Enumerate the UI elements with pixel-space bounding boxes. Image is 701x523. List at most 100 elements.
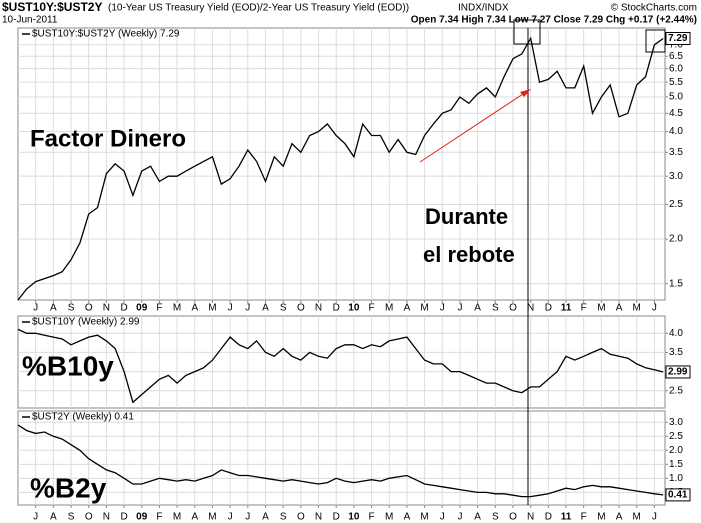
x-tick-label: J bbox=[228, 303, 233, 314]
x-tick-label: M bbox=[173, 303, 181, 314]
x-tick-label: O bbox=[297, 512, 305, 523]
x-tick-label: 09 bbox=[136, 303, 148, 314]
x-tick-label: J bbox=[457, 512, 462, 523]
y-tick-label: 6.5 bbox=[669, 51, 683, 62]
date: 10-Jun-2011 bbox=[2, 15, 58, 26]
x-tick-label: F bbox=[581, 303, 587, 314]
x-tick-label: A bbox=[474, 512, 481, 523]
x-tick-label: M bbox=[633, 303, 641, 314]
x-tick-label: 11 bbox=[561, 303, 572, 314]
annotation: Durante bbox=[425, 204, 508, 229]
x-tick-label: S bbox=[492, 512, 499, 523]
data-line bbox=[17, 36, 664, 301]
y-tick-label: 4.0 bbox=[669, 328, 683, 339]
y-tick-label: 5.5 bbox=[669, 77, 683, 88]
x-tick-label: A bbox=[50, 512, 57, 523]
x-tick-label: M bbox=[597, 303, 605, 314]
y-tick-label: 2.0 bbox=[669, 445, 683, 456]
annotation: Factor Dinero bbox=[30, 125, 186, 152]
symbol: $UST10Y:$UST2Y bbox=[2, 0, 102, 14]
highlight-box bbox=[513, 19, 541, 45]
x-tick-label: O bbox=[85, 512, 93, 523]
panel-frame bbox=[17, 315, 666, 409]
x-tick-label: N bbox=[103, 512, 110, 523]
legend-label: $UST2Y (Weekly) 0.41 bbox=[32, 412, 134, 423]
x-tick-label: A bbox=[474, 303, 481, 314]
last-value-box bbox=[665, 488, 691, 502]
x-tick-label: J bbox=[33, 512, 38, 523]
x-tick-label: M bbox=[597, 512, 605, 523]
x-tick-label: A bbox=[191, 303, 198, 314]
x-tick-label: M bbox=[385, 303, 393, 314]
y-tick-label: 4.0 bbox=[669, 126, 683, 137]
description: (10-Year US Treasury Yield (EOD)/2-Year … bbox=[108, 3, 409, 14]
legend-label: $UST10Y (Weekly) 2.99 bbox=[32, 317, 140, 328]
y-tick-label: 3.0 bbox=[669, 417, 683, 428]
y-tick-label: 6.0 bbox=[669, 63, 683, 74]
y-tick-label: 2.5 bbox=[669, 199, 683, 210]
x-tick-label: D bbox=[333, 303, 340, 314]
x-tick-label: A bbox=[404, 303, 411, 314]
x-tick-label: N bbox=[527, 512, 534, 523]
y-tick-label: 3.5 bbox=[669, 347, 683, 358]
x-tick-label: M bbox=[420, 303, 428, 314]
x-tick-label: J bbox=[652, 303, 657, 314]
data-line bbox=[17, 328, 664, 404]
x-tick-label: J bbox=[457, 303, 462, 314]
x-tick-label: N bbox=[103, 303, 110, 314]
plots: 7.06.56.05.55.04.54.03.53.02.52.01.5$UST… bbox=[17, 27, 691, 523]
x-tick-label: M bbox=[633, 512, 641, 523]
y-tick-label: 1.5 bbox=[669, 459, 683, 470]
x-tick-label: F bbox=[156, 512, 162, 523]
y-tick-label: 4.5 bbox=[669, 108, 683, 119]
x-tick-label: S bbox=[280, 512, 287, 523]
x-tick-label: J bbox=[33, 303, 38, 314]
panel-frame bbox=[17, 27, 666, 301]
x-tick-label: N bbox=[527, 303, 534, 314]
x-tick-label: 10 bbox=[348, 303, 360, 314]
x-tick-label: S bbox=[280, 303, 287, 314]
x-tick-label: J bbox=[228, 512, 233, 523]
annotation: %B10y bbox=[22, 350, 114, 381]
last-value-label: 7.29 bbox=[668, 33, 688, 44]
x-tick-label: A bbox=[616, 512, 623, 523]
x-tick-label: J bbox=[245, 512, 250, 523]
x-tick-label: M bbox=[420, 512, 428, 523]
x-tick-label: S bbox=[492, 303, 499, 314]
x-tick-label: O bbox=[297, 303, 305, 314]
source: © StockCharts.com bbox=[611, 3, 697, 14]
x-tick-label: M bbox=[173, 512, 181, 523]
y-tick-label: 3.0 bbox=[669, 171, 683, 182]
x-tick-label: J bbox=[652, 512, 657, 523]
x-tick-label: A bbox=[404, 512, 411, 523]
x-tick-label: O bbox=[509, 303, 517, 314]
y-tick-label: 2.5 bbox=[669, 385, 683, 396]
x-tick-label: A bbox=[262, 512, 269, 523]
x-tick-label: N bbox=[315, 512, 322, 523]
quote: Open 7.34 High 7.34 Low 7.27 Close 7.29 … bbox=[411, 15, 697, 26]
y-tick-label: 5.0 bbox=[669, 92, 683, 103]
y-tick-label: 1.0 bbox=[669, 473, 683, 484]
highlight-box bbox=[645, 29, 666, 53]
y-tick-label: 3.5 bbox=[669, 147, 683, 158]
arrow-head bbox=[520, 89, 531, 97]
y-tick-label: 2.5 bbox=[669, 431, 683, 442]
x-tick-label: D bbox=[545, 303, 552, 314]
annotation: el rebote bbox=[423, 242, 515, 267]
y-tick-label: 1.5 bbox=[669, 278, 683, 289]
last-value-box bbox=[665, 365, 691, 379]
y-tick-label: 2.0 bbox=[669, 234, 683, 245]
x-tick-label: D bbox=[545, 512, 552, 523]
x-tick-label: A bbox=[50, 303, 57, 314]
data-line bbox=[17, 424, 664, 498]
last-value-label: 0.41 bbox=[668, 490, 688, 501]
x-tick-label: 11 bbox=[561, 512, 572, 523]
arrow bbox=[419, 91, 527, 163]
x-tick-label: A bbox=[191, 512, 198, 523]
x-tick-label: N bbox=[315, 303, 322, 314]
x-tick-label: A bbox=[616, 303, 623, 314]
x-tick-label: F bbox=[581, 512, 587, 523]
x-tick-label: J bbox=[440, 303, 445, 314]
x-tick-label: M bbox=[385, 512, 393, 523]
